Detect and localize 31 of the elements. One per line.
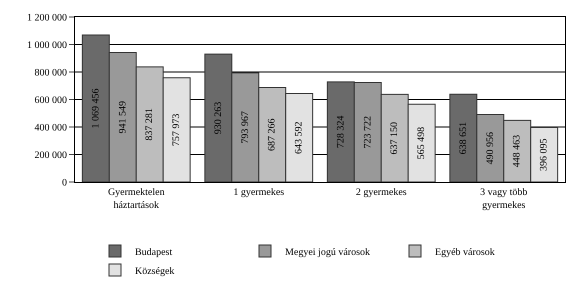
data-label: 728 324 <box>335 116 346 148</box>
y-tick-label: 200 000 <box>34 150 67 161</box>
data-label: 565 498 <box>416 126 428 160</box>
x-tick-label: 2 gyermekes <box>356 187 407 198</box>
legend-label: Megyei jogú városok <box>285 246 370 258</box>
data-label: 396 095 <box>538 138 550 172</box>
x-tick-label: Gyermektelen háztartások <box>108 187 165 211</box>
x-tick-label: 1 gyermekes <box>233 187 284 198</box>
data-label: 793 967 <box>240 111 251 144</box>
y-tick-label: 1 000 000 <box>27 40 67 51</box>
legend-label: Egyéb városok <box>435 246 495 258</box>
data-label: 638 651 <box>458 122 469 154</box>
legend-label: Községek <box>135 266 174 277</box>
data-label: 1 069 456 <box>90 88 102 128</box>
data-label: 637 150 <box>389 122 400 154</box>
y-tick-label: 0 <box>62 178 67 188</box>
data-label: 723 722 <box>362 116 374 148</box>
legend-label: Budapest <box>135 246 172 258</box>
data-label: 757 973 <box>171 114 182 146</box>
y-tick-label: 1 200 000 <box>27 12 67 24</box>
y-tick-label: 800 000 <box>34 68 67 78</box>
data-label: 448 463 <box>512 134 523 168</box>
data-label: 837 281 <box>144 108 156 141</box>
data-label: 490 956 <box>484 132 496 164</box>
y-tick-label: 400 000 <box>34 122 67 134</box>
data-label: 930 263 <box>212 102 224 134</box>
data-label: 643 592 <box>294 122 305 154</box>
y-tick-label: 600 000 <box>34 95 67 106</box>
x-tick-label: 3 vagy több gyermekes <box>480 187 528 211</box>
data-label: 941 549 <box>117 101 128 134</box>
data-label: 687 266 <box>266 118 278 151</box>
